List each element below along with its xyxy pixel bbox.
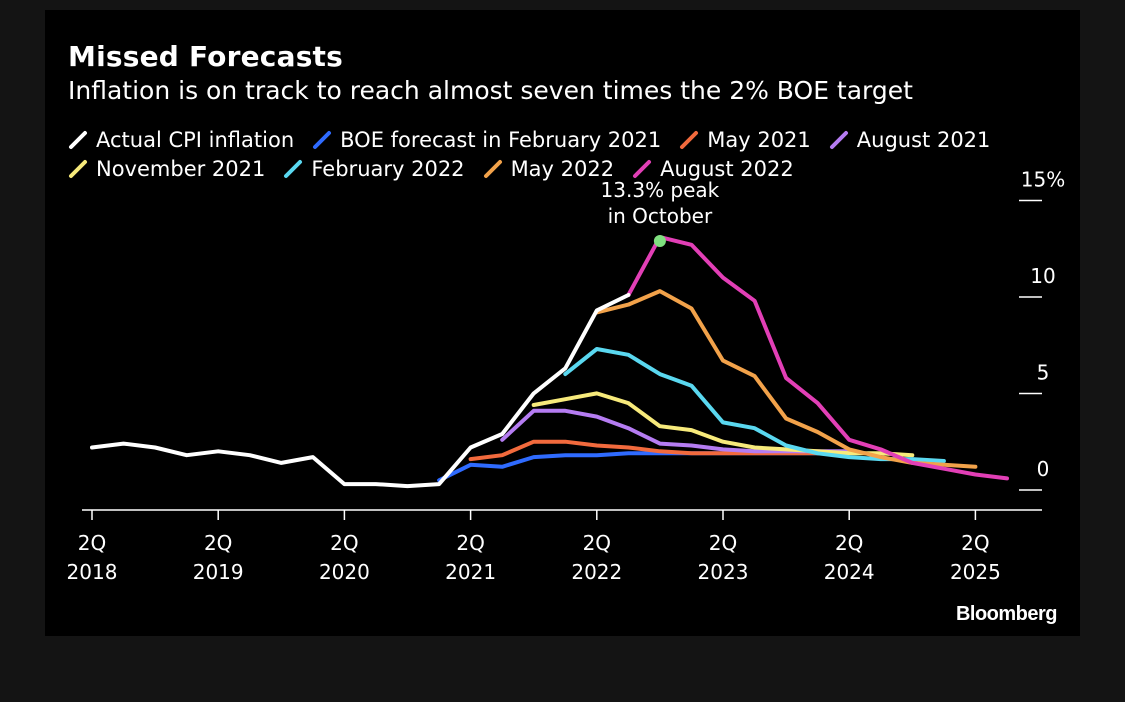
x-tick-label-year: 2022 xyxy=(571,560,622,584)
chart-title: Missed Forecasts xyxy=(68,40,344,73)
series-line-4 xyxy=(531,391,915,458)
y-tick-label: 5 xyxy=(1037,361,1050,385)
chart-panel: Missed Forecasts Inflation is on track t… xyxy=(45,10,1080,636)
legend-label: November 2021 xyxy=(96,157,266,181)
legend-label: BOE forecast in February 2021 xyxy=(340,128,662,152)
legend-item: February 2022 xyxy=(283,157,465,181)
legend-label: May 2022 xyxy=(510,157,615,181)
bloomberg-logo: Bloomberg xyxy=(955,603,1058,625)
x-tick-label-quarter: 2Q xyxy=(456,531,484,555)
x-tick-label-quarter: 2Q xyxy=(835,531,863,555)
y-tick-label: 10 xyxy=(1030,264,1055,288)
x-tick-label-year: 2021 xyxy=(445,560,496,584)
x-tick-label-quarter: 2Q xyxy=(709,531,737,555)
series-line-5 xyxy=(563,347,946,463)
x-tick-label-year: 2018 xyxy=(67,560,118,584)
legend-item: August 2022 xyxy=(632,157,794,181)
x-axis: 2Q 2018 2Q 2019 2Q 2020 2Q 2021 2Q 2022 2Q 2023 2Q 20… xyxy=(67,509,1042,584)
y-tick-label: 0 xyxy=(1037,457,1050,481)
legend-label: May 2021 xyxy=(707,128,811,152)
annotation-line-1: 13.3% peak xyxy=(601,178,720,202)
x-tick-label-quarter: 2Q xyxy=(78,531,106,555)
legend-item: Actual CPI inflation xyxy=(68,128,294,152)
series-line-7 xyxy=(626,235,1009,481)
legend-swatch-icon xyxy=(829,131,848,149)
legend-swatch-icon xyxy=(69,160,87,178)
x-tick-label-year: 2020 xyxy=(319,560,370,584)
legend-swatch-icon xyxy=(69,131,87,149)
series-lines xyxy=(90,235,1009,489)
legend-label: Actual CPI inflation xyxy=(96,128,295,152)
legend-label: August 2021 xyxy=(856,128,991,152)
x-tick-label-quarter: 2Q xyxy=(204,531,232,555)
legend-swatch-icon xyxy=(313,131,332,149)
legend-swatch-icon xyxy=(483,160,502,178)
x-tick-label-year: 2024 xyxy=(824,560,875,584)
legend-swatch-icon xyxy=(680,131,699,149)
legend-row-2: November 2021 February 2022 May 2022 August… xyxy=(68,157,794,181)
x-tick-label-year: 2023 xyxy=(698,560,749,584)
x-tick-label-year: 2025 xyxy=(950,560,1001,584)
y-tick-label: 15% xyxy=(1021,168,1065,192)
legend-label: February 2022 xyxy=(311,157,465,181)
legend-label: August 2022 xyxy=(660,157,794,181)
legend-item: August 2021 xyxy=(829,128,991,152)
x-tick-label-quarter: 2Q xyxy=(961,531,989,555)
legend-item: May 2022 xyxy=(483,157,615,181)
legend-item: BOE forecast in February 2021 xyxy=(312,128,661,152)
annotation-line-2: in October xyxy=(608,204,713,228)
legend-swatch-icon xyxy=(284,160,303,178)
series-line-3 xyxy=(500,408,852,454)
series-line-0 xyxy=(90,293,631,489)
legend-swatch-icon xyxy=(633,160,652,178)
chart-subtitle: Inflation is on track to reach almost se… xyxy=(68,76,913,105)
y-axis: 15% 10 5 0 xyxy=(1019,168,1065,491)
legend-row-1: Actual CPI inflation BOE forecast in Febr… xyxy=(68,128,990,152)
x-tick-label-quarter: 2Q xyxy=(583,531,611,555)
x-tick-label-quarter: 2Q xyxy=(330,531,358,555)
x-tick-label-year: 2019 xyxy=(193,560,244,584)
legend-item: November 2021 xyxy=(68,157,265,181)
peak-marker xyxy=(653,234,666,247)
legend-item: May 2021 xyxy=(679,128,811,152)
